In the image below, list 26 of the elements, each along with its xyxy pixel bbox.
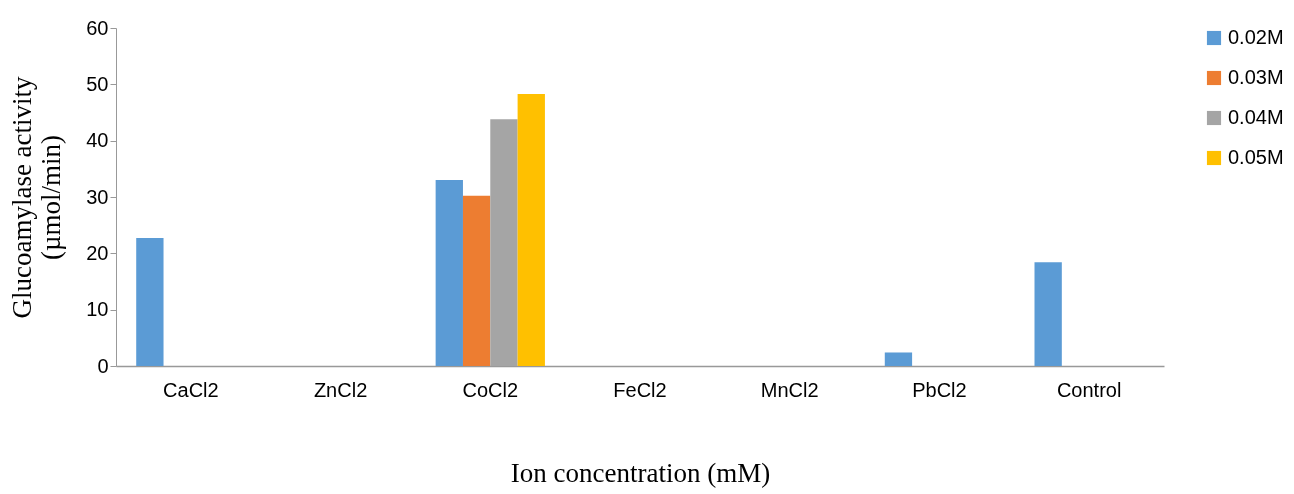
x-tick-label: MnCl2	[760, 378, 819, 401]
bar	[136, 238, 164, 366]
bar	[1034, 262, 1062, 366]
legend-label: 0.03M	[1228, 66, 1284, 88]
y-tick-label: 0	[97, 354, 109, 377]
x-tick-label: Control	[1056, 378, 1122, 401]
legend-label: 0.04M	[1228, 106, 1284, 128]
bar	[435, 180, 463, 366]
y-tick-label: 50	[86, 72, 109, 95]
y-tick-label: 60	[86, 16, 109, 39]
x-tick-label: FeCl2	[613, 378, 667, 401]
x-tick-label: PbCl2	[912, 378, 967, 401]
legend-label: 0.02M	[1228, 26, 1284, 48]
y-tick-label: 10	[86, 298, 109, 321]
y-axis-title: Glucoamylase activity (µmol/min)	[7, 75, 67, 319]
bar	[462, 195, 491, 366]
x-axis-title: Ion concentration (mM)	[510, 457, 771, 488]
legend-label: 0.05M	[1228, 146, 1284, 168]
x-tick-label: CaCl2	[163, 378, 219, 401]
x-tick-label: ZnCl2	[313, 378, 368, 401]
y-tick-label: 40	[86, 129, 109, 152]
y-tick-label: 30	[86, 185, 109, 208]
bar	[517, 93, 545, 366]
x-tick-label: CoCl2	[462, 378, 519, 401]
bar	[884, 352, 913, 366]
y-tick-label: 20	[86, 241, 109, 264]
